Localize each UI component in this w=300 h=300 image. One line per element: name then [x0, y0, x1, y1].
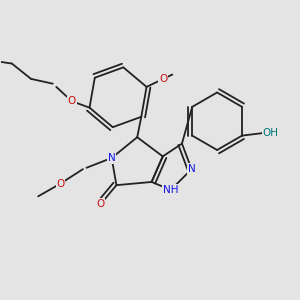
- Text: N: N: [108, 153, 116, 163]
- Text: OH: OH: [263, 128, 279, 138]
- Text: N: N: [188, 164, 195, 174]
- Text: O: O: [96, 199, 105, 209]
- Text: O: O: [56, 178, 64, 189]
- Text: NH: NH: [163, 185, 178, 195]
- Text: O: O: [159, 74, 167, 84]
- Text: O: O: [68, 96, 76, 106]
